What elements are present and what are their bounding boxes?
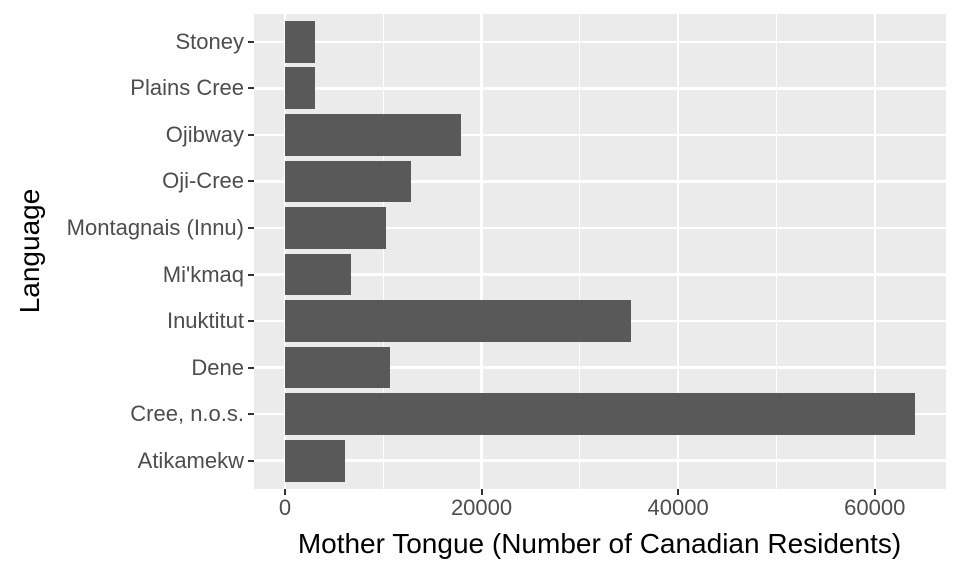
y-tick-label: Mi'kmaq	[162, 261, 244, 287]
bar	[284, 439, 346, 482]
x-tick-mark	[873, 488, 876, 495]
y-tick-mark	[247, 413, 254, 416]
y-tick-mark	[247, 366, 254, 369]
x-tick-mark	[480, 488, 483, 495]
plot-panel	[253, 14, 946, 489]
gridline-major-horizontal	[253, 87, 946, 90]
y-tick-mark	[247, 226, 254, 229]
x-tick-label: 60000	[844, 495, 906, 520]
bar	[284, 253, 351, 296]
gridline-major-horizontal	[253, 40, 946, 43]
y-tick-label: Plains Cree	[130, 75, 244, 101]
y-tick-mark	[247, 40, 254, 43]
bar	[284, 160, 412, 203]
gridline-major-horizontal	[253, 133, 946, 137]
y-tick-mark	[247, 180, 254, 183]
y-tick-mark	[247, 320, 254, 323]
gridline-major-horizontal	[253, 273, 946, 276]
y-tick-mark	[247, 273, 254, 276]
x-axis-title: Mother Tongue (Number of Canadian Reside…	[297, 528, 902, 559]
gridline-major-horizontal	[253, 180, 946, 183]
y-tick-label: Ojibway	[165, 121, 244, 147]
y-tick-mark	[247, 459, 254, 462]
bar	[284, 300, 632, 342]
gridline-minor-vertical	[775, 14, 778, 489]
x-tick-label: 20000	[450, 495, 513, 520]
y-tick-label: Atikamekw	[137, 447, 244, 473]
bar	[284, 346, 391, 389]
y-tick-label: Cree, n.o.s.	[130, 401, 244, 427]
bar	[284, 207, 386, 249]
x-tick-mark	[677, 488, 680, 495]
y-tick-mark	[247, 87, 254, 90]
gridline-major-horizontal	[253, 459, 946, 462]
gridline-major-vertical	[283, 14, 287, 489]
y-tick-mark	[247, 133, 254, 136]
y-tick-label: Dene	[191, 354, 244, 380]
gridline-major-vertical	[676, 14, 680, 489]
gridline-major-vertical	[873, 14, 876, 489]
bar	[284, 20, 315, 63]
bar	[284, 114, 461, 156]
bar	[284, 67, 316, 110]
gridline-major-horizontal	[253, 366, 946, 369]
bar	[284, 393, 915, 435]
y-tick-label: Stoney	[175, 28, 245, 54]
gridline-major-horizontal	[253, 226, 946, 230]
y-tick-label: Oji-Cree	[162, 168, 244, 194]
gridline-major-vertical	[480, 14, 483, 489]
y-tick-label: Inuktitut	[166, 308, 244, 334]
x-tick-label: 40000	[647, 495, 709, 520]
x-tick-mark	[283, 488, 286, 495]
x-tick-label: 0	[278, 495, 292, 520]
gridline-minor-vertical	[579, 14, 581, 489]
y-tick-label: Montagnais (Innu)	[66, 214, 244, 240]
gridline-minor-vertical	[382, 14, 384, 489]
